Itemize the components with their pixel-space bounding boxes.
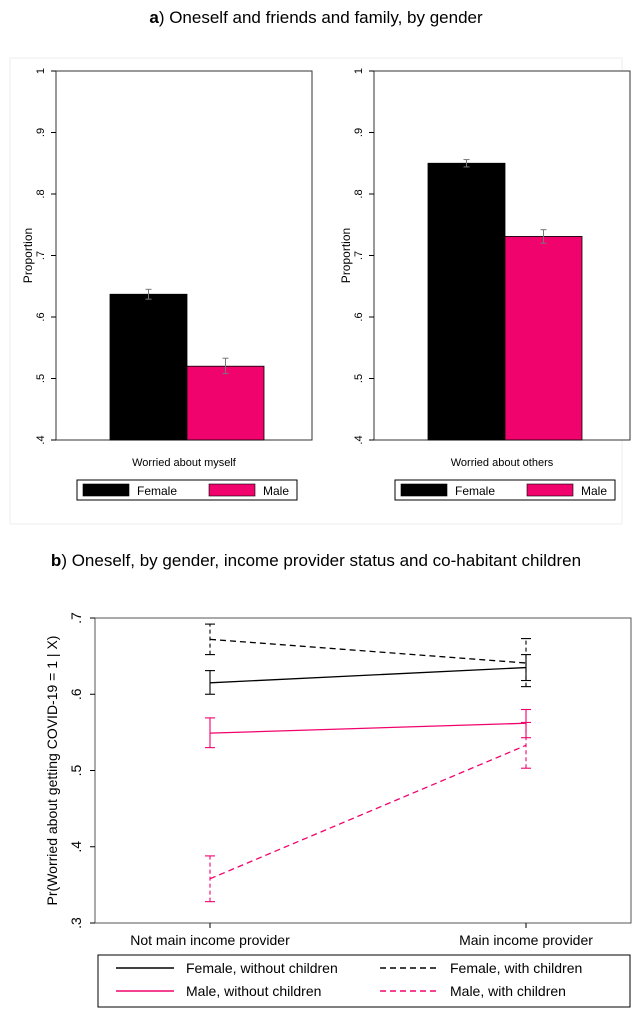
line-chart-y-tick-label: .7 [68,612,84,624]
bar-chart-2-legend-label-female: Female [455,484,495,498]
line-chart-x-tick-label-not-main-income-provider: Not main income provider [130,932,290,948]
line-chart-series-line-male-without-children [209,722,527,734]
bar-chart-1-y-axis-label: Proportion [21,228,35,283]
bar-chart-2-y-tick-label: .5 [353,374,365,383]
panel-a-title: a) Oneself and friends and family, by ge… [0,8,632,28]
line-chart-x-tick-label-main-income-provider: Main income provider [459,932,593,948]
line-chart-plot-area [94,617,632,924]
bar-chart-1-y-tick-label: .5 [35,374,47,383]
bar-chart-2-y-tick-label: 1 [353,68,365,74]
bar-chart-2-legend-label-male: Male [581,484,607,498]
line-chart-series-line-male-with-children [209,744,527,880]
bar-chart-2-legend-swatch-female [400,483,448,497]
bar-chart-2-bar-male [504,236,583,441]
bar-chart-2-y-tick-label: .7 [353,251,365,260]
bar-chart-1-y-tick-label: .7 [35,251,47,260]
bar-chart-2-y-axis-label: Proportion [339,228,353,283]
bar-chart-2-y-tick-label: .9 [353,128,365,137]
line-chart-y-tick-label: .5 [68,764,84,776]
line-chart-legend-label-female-with-children: Female, with children [450,960,582,976]
bar-chart-1-legend-swatch-male [208,483,256,497]
line-chart-legend-label-female-without-children: Female, without children [186,960,338,976]
panel-b-letter: b [50,551,62,570]
bar-chart-2-bar-female [427,162,506,441]
line-chart-y-axis-label: Pr(Worried about getting COVID-19 = 1 | … [44,636,60,906]
bar-chart-2-legend-swatch-male [526,483,574,497]
line-chart-y-tick-label: .6 [68,688,84,700]
line-chart-legend-label-male-with-children: Male, with children [450,983,566,999]
bar-chart-1-category-label: Worried about myself [132,457,237,469]
bar-chart-1-y-tick-label: .4 [35,435,47,444]
line-chart-series-line-female-with-children [209,638,527,664]
panel-b-title-text: ) Oneself, by gender, income provider st… [61,551,582,570]
bar-chart-2-category-label: Worried about others [451,457,554,469]
line-chart-series-line-female-without-children [209,666,527,684]
bar-chart-1-y-tick-label: .8 [35,189,47,198]
bar-chart-1-legend-label-male: Male [263,484,289,498]
panel-b-title: b) Oneself, by gender, income provider s… [0,551,632,571]
line-chart-y-tick-label: .4 [68,841,84,853]
line-chart-legend-box [97,954,631,1008]
bar-chart-1-y-tick-label: 1 [35,68,47,74]
bar-chart-2-y-tick-label: .6 [353,312,365,321]
panel-a-title-text: ) Oneself and friends and family, by gen… [158,8,483,27]
bar-chart-1-y-tick-label: .6 [35,312,47,321]
bar-chart-1-bar-female [109,293,188,441]
bar-chart-2-y-tick-label: .4 [353,435,365,444]
bar-chart-1-legend-label-female: Female [137,484,177,498]
bar-chart-1-legend-swatch-female [82,483,130,497]
bar-chart-1-y-tick-label: .9 [35,128,47,137]
bar-chart-2-y-tick-label: .8 [353,189,365,198]
panel-a-letter: a [149,8,159,27]
line-chart-y-tick-label: .3 [68,917,84,929]
line-chart-legend-label-male-without-children: Male, without children [186,983,321,999]
bar-chart-1-bar-male [186,365,265,441]
